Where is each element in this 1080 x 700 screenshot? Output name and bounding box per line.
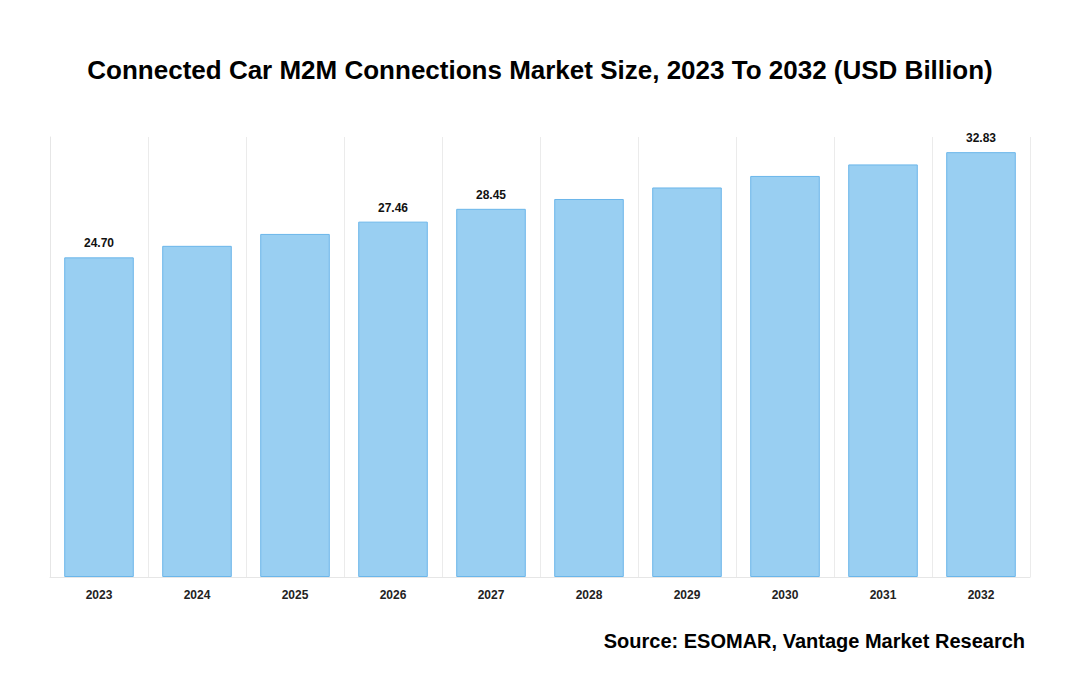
svg-text:2024: 2024 [184, 588, 211, 602]
svg-text:2031: 2031 [870, 588, 897, 602]
svg-text:2030: 2030 [772, 588, 799, 602]
svg-text:Connected Car M2M Connections: Connected Car M2M Connections Market Siz… [87, 55, 992, 85]
svg-text:2023: 2023 [86, 588, 113, 602]
svg-text:2026: 2026 [380, 588, 407, 602]
svg-text:2027: 2027 [478, 588, 505, 602]
svg-text:2032: 2032 [968, 588, 995, 602]
svg-text:24.70: 24.70 [84, 236, 114, 250]
svg-text:2028: 2028 [576, 588, 603, 602]
svg-text:27.46: 27.46 [378, 201, 408, 215]
svg-text:32.83: 32.83 [966, 131, 996, 145]
svg-text:28.45: 28.45 [476, 188, 506, 202]
svg-text:2025: 2025 [282, 588, 309, 602]
svg-text:2029: 2029 [674, 588, 701, 602]
svg-text:Source: ESOMAR, Vantage Market: Source: ESOMAR, Vantage Market Research [604, 630, 1025, 652]
